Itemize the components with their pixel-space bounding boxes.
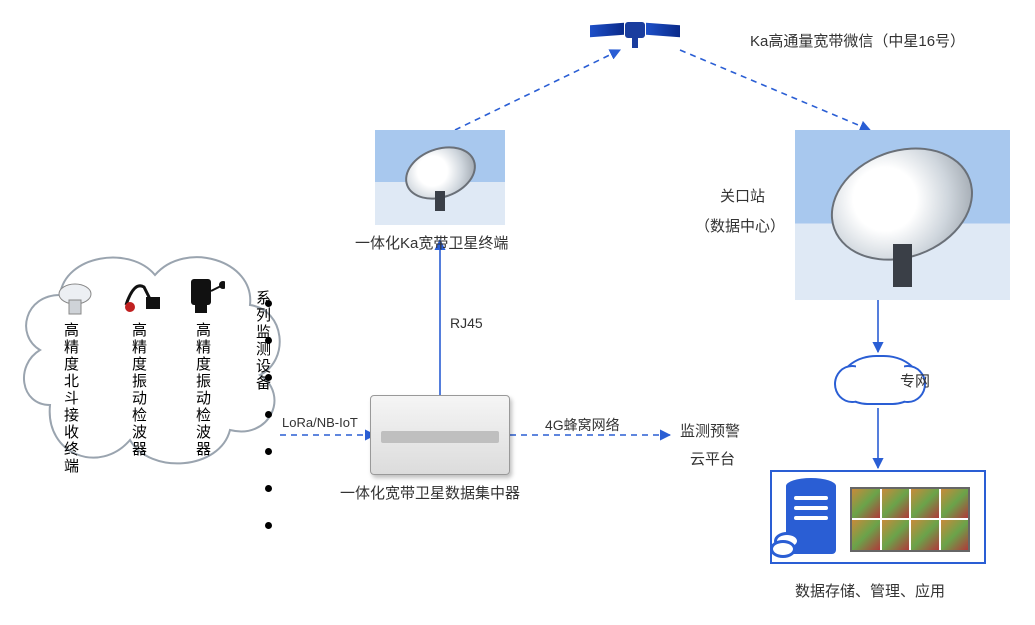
cloud-platform-label-2: 云平台	[690, 448, 735, 469]
sensor-cloud-node	[10, 225, 290, 475]
edge-label-4g: 4G蜂窝网络	[545, 415, 620, 435]
ka-terminal-image	[375, 130, 505, 225]
sensor-label-vib1: 高精度振动检波器	[128, 322, 149, 458]
vibration-sensor-1-icon	[120, 275, 160, 315]
beidou-receiver-icon	[55, 280, 95, 320]
satellite-node	[590, 10, 680, 50]
cloud-platform-label-1: 监测预警	[680, 420, 740, 441]
private-net-label: 专网	[900, 370, 930, 391]
gateway-node	[795, 130, 1010, 300]
edge-sat-gateway	[680, 50, 870, 130]
server-icon	[786, 484, 836, 554]
gateway-image	[795, 130, 1010, 300]
edge-terminal-sat	[455, 50, 620, 130]
edge-label-lora: LoRa/NB-IoT	[282, 415, 358, 430]
datacenter-label: 数据存储、管理、应用	[795, 580, 945, 601]
ka-terminal-node	[375, 130, 505, 225]
cloud-outline	[10, 225, 290, 485]
concentrator-label: 一体化宽带卫星数据集中器	[340, 482, 520, 503]
bullet-dots	[265, 300, 272, 529]
videowall-icon	[850, 487, 970, 552]
satellite-label: Ka高通量宽带微信（中星16号）	[750, 30, 965, 51]
concentrator-node	[370, 395, 510, 475]
ka-terminal-label: 一体化Ka宽带卫星终端	[355, 232, 508, 253]
concentrator-device-icon	[370, 395, 510, 475]
vibration-sensor-2-icon	[185, 275, 225, 315]
gateway-label-2: （数据中心）	[695, 215, 785, 236]
datacenter-node	[770, 470, 986, 564]
sensor-label-beidou: 高精度北斗接收终端	[60, 322, 81, 475]
edge-label-rj45: RJ45	[450, 315, 483, 331]
sensor-label-vib2: 高精度振动检波器	[192, 322, 213, 458]
satellite-icon	[590, 10, 680, 50]
gateway-label-1: 关口站	[720, 185, 765, 206]
